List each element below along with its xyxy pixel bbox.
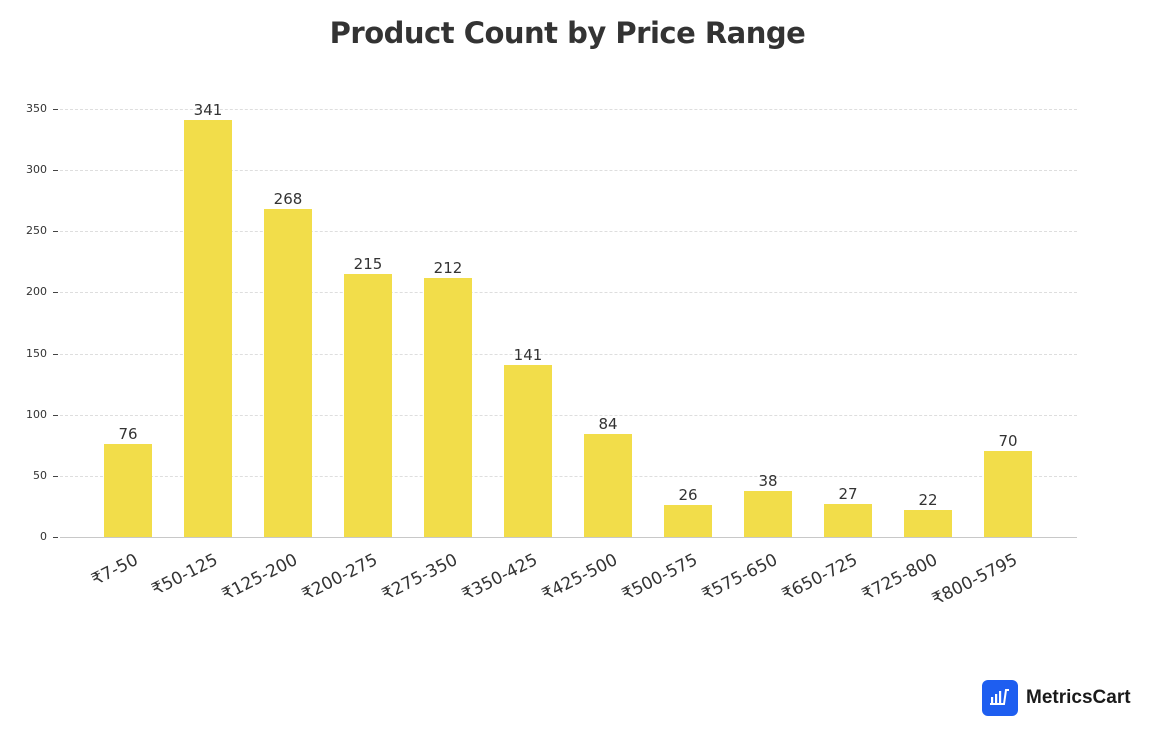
bar-value-label: 26 bbox=[678, 486, 698, 505]
bar bbox=[264, 209, 312, 537]
bar-value-label: 141 bbox=[513, 345, 543, 364]
x-axis-category-label: ₹50-125 bbox=[148, 550, 222, 601]
y-axis-tick-label: 150 bbox=[26, 346, 47, 360]
y-axis-tick-label: 200 bbox=[26, 285, 47, 299]
bar bbox=[184, 120, 232, 537]
bar bbox=[424, 277, 472, 537]
bar bbox=[824, 503, 872, 537]
chart-title: Product Count by Price Range bbox=[329, 16, 806, 50]
y-axis-tick-label: 250 bbox=[26, 224, 47, 238]
x-axis-category-label: ₹200-275 bbox=[298, 550, 381, 605]
x-axis-category-label: ₹800-5795 bbox=[929, 550, 1021, 610]
gridline bbox=[60, 292, 1077, 294]
brand-logo: MetricsCart bbox=[982, 680, 1131, 716]
bar-value-label: 268 bbox=[273, 190, 303, 209]
x-axis-category-label: ₹7-50 bbox=[88, 550, 142, 591]
y-axis-tick bbox=[53, 292, 58, 294]
y-axis-tick bbox=[53, 475, 58, 477]
x-axis-category-label: ₹500-575 bbox=[618, 550, 701, 605]
bar-value-label: 70 bbox=[998, 432, 1018, 451]
x-axis-line bbox=[60, 537, 1077, 538]
bar-value-label: 38 bbox=[758, 471, 778, 490]
bar-chart-cart-icon bbox=[982, 680, 1018, 716]
bar bbox=[984, 451, 1032, 537]
x-axis-category-label: ₹650-725 bbox=[778, 550, 861, 605]
gridline bbox=[60, 231, 1077, 233]
bar bbox=[344, 274, 392, 537]
y-axis-tick bbox=[53, 537, 58, 538]
bar-value-label: 212 bbox=[433, 258, 463, 277]
bar-value-label: 27 bbox=[838, 484, 858, 503]
y-axis-tick-label: 0 bbox=[40, 530, 47, 543]
gridline bbox=[60, 414, 1077, 416]
gridline bbox=[60, 475, 1077, 477]
y-axis-tick-label: 300 bbox=[26, 163, 47, 177]
y-axis-tick bbox=[53, 414, 58, 416]
bar bbox=[504, 364, 552, 537]
bar bbox=[744, 490, 792, 537]
brand-name: MetricsCart bbox=[1026, 687, 1131, 708]
gridline bbox=[60, 109, 1077, 110]
y-axis-tick bbox=[53, 231, 58, 233]
gridline bbox=[60, 353, 1077, 355]
y-axis-tick-label: 350 bbox=[26, 102, 47, 115]
bar-value-label: 215 bbox=[353, 255, 383, 274]
x-axis-category-label: ₹575-650 bbox=[698, 550, 781, 605]
bar bbox=[584, 434, 632, 537]
x-axis-category-label: ₹125-200 bbox=[218, 550, 301, 605]
x-axis-category-label: ₹725-800 bbox=[858, 550, 941, 605]
x-axis-category-label: ₹425-500 bbox=[538, 550, 621, 605]
x-axis-category-label: ₹275-350 bbox=[378, 550, 461, 605]
bar-value-label: 76 bbox=[118, 425, 138, 444]
bar-value-label: 22 bbox=[918, 491, 938, 510]
bar bbox=[104, 444, 152, 537]
y-axis-tick-label: 100 bbox=[26, 407, 47, 421]
bar bbox=[664, 505, 712, 537]
y-axis-tick bbox=[53, 109, 58, 110]
bar-value-label: 84 bbox=[598, 415, 618, 434]
x-axis-category-label: ₹350-425 bbox=[458, 550, 541, 605]
bar-value-label: 341 bbox=[193, 101, 223, 119]
y-axis-tick bbox=[53, 353, 58, 355]
gridline bbox=[60, 170, 1077, 172]
bar bbox=[904, 510, 952, 537]
y-axis-tick bbox=[53, 170, 58, 172]
y-axis-tick-label: 50 bbox=[33, 468, 47, 482]
